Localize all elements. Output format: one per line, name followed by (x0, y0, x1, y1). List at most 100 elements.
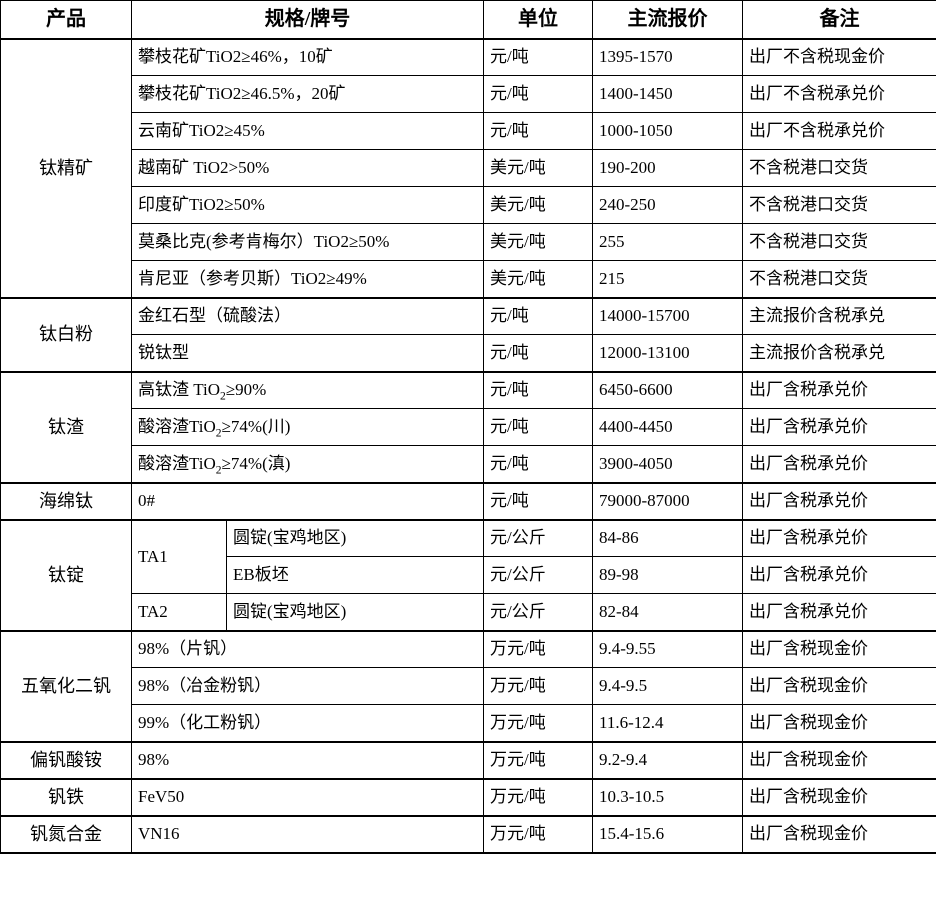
price-cell: 4400-4450 (592, 408, 743, 446)
table-header: 产品 规格/牌号 单位 主流报价 备注 (0, 0, 936, 40)
unit-cell: 万元/吨 (483, 740, 593, 779)
remark-cell: 出厂含税现金价 (742, 704, 936, 742)
price-cell: 1395-1570 (592, 37, 743, 76)
price-cell: 82-84 (592, 593, 743, 631)
spec-subscript: 2 (220, 389, 226, 403)
header-spec: 规格/牌号 (131, 0, 484, 40)
table-row: 攀枝花矿TiO2≥46.5%，20矿 元/吨 1400-1450 出厂不含税承兑价 (1, 75, 936, 113)
grade-cell: TA1 (131, 518, 227, 594)
spec-cell: 98% (131, 740, 484, 779)
table-row: 印度矿TiO2≥50% 美元/吨 240-250 不含税港口交货 (1, 186, 936, 224)
unit-cell: 元/吨 (483, 408, 593, 446)
unit-cell: 元/吨 (483, 481, 593, 520)
unit-cell: 美元/吨 (483, 186, 593, 224)
price-cell: 9.2-9.4 (592, 740, 743, 779)
remark-cell: 出厂含税现金价 (742, 814, 936, 854)
price-cell: 10.3-10.5 (592, 777, 743, 816)
header-row: 产品 规格/牌号 单位 主流报价 备注 (0, 0, 936, 40)
grade-cell: TA2 (131, 593, 227, 631)
spec-cell: 攀枝花矿TiO2≥46.5%，20矿 (131, 75, 484, 113)
remark-cell: 出厂含税承兑价 (742, 481, 936, 520)
spec-cell: 98%（冶金粉钒） (131, 667, 484, 705)
spec-cell: 金红石型（硫酸法） (131, 296, 484, 335)
unit-cell: 万元/吨 (483, 629, 593, 668)
unit-cell: 万元/吨 (483, 777, 593, 816)
unit-cell: 元/吨 (483, 75, 593, 113)
price-cell: 15.4-15.6 (592, 814, 743, 854)
price-cell: 6450-6600 (592, 370, 743, 409)
remark-cell: 出厂含税承兑价 (742, 593, 936, 631)
remark-cell: 出厂含税承兑价 (742, 445, 936, 483)
spec-cell: 99%（化工粉钒） (131, 704, 484, 742)
spec-cell: 攀枝花矿TiO2≥46%，10矿 (131, 37, 484, 76)
spec-cell: 越南矿 TiO2>50% (131, 149, 484, 187)
product-name-cell: 钛白粉 (0, 296, 132, 372)
unit-cell: 元/吨 (483, 296, 593, 335)
remark-cell: 出厂含税承兑价 (742, 556, 936, 594)
table-row: 钛锭 TA1 圆锭(宝鸡地区) 元/公斤 84-86 出厂含税承兑价 (0, 518, 936, 631)
remark-cell: 出厂含税承兑价 (742, 408, 936, 446)
spec-cell: 98%（片钒） (131, 629, 484, 668)
product-name-cell: 五氧化二钒 (0, 629, 132, 742)
table-row: 偏钒酸铵 98% 万元/吨 9.2-9.4 出厂含税现金价 (0, 740, 936, 779)
spec-cell: EB板坯 (226, 556, 484, 594)
spec-cell: 酸溶渣TiO2≥74%(滇) (131, 445, 484, 483)
unit-cell: 美元/吨 (483, 149, 593, 187)
unit-cell: 万元/吨 (483, 814, 593, 854)
spec-cell: 圆锭(宝鸡地区) (226, 593, 484, 631)
table-row: 锐钛型 元/吨 12000-13100 主流报价含税承兑 (1, 334, 936, 372)
remark-cell: 主流报价含税承兑 (742, 334, 936, 372)
remark-cell: 出厂不含税承兑价 (742, 75, 936, 113)
table-row: 五氧化二钒 98%（片钒） 万元/吨 9.4-9.55 出厂含税现金价 (0, 629, 936, 742)
remark-cell: 出厂不含税承兑价 (742, 112, 936, 150)
remark-cell: 不含税港口交货 (742, 223, 936, 261)
header-unit: 单位 (483, 0, 593, 40)
spec-cell: VN16 (131, 814, 484, 854)
remark-cell: 出厂不含税现金价 (742, 37, 936, 76)
remark-cell: 主流报价含税承兑 (742, 296, 936, 335)
price-cell: 11.6-12.4 (592, 704, 743, 742)
price-cell: 3900-4050 (592, 445, 743, 483)
unit-cell: 万元/吨 (483, 667, 593, 705)
table-row: 钛白粉 金红石型（硫酸法） 元/吨 14000-15700 主流报价含税承兑 (0, 296, 936, 372)
remark-cell: 不含税港口交货 (742, 260, 936, 298)
table-row: 肯尼亚（参考贝斯）TiO2≥49% 美元/吨 215 不含税港口交货 (1, 260, 936, 298)
unit-cell: 元/公斤 (483, 518, 593, 557)
product-name-cell: 钛锭 (0, 518, 132, 631)
spec-cell: 0# (131, 481, 484, 520)
spec-cell: 莫桑比克(参考肯梅尔）TiO2≥50% (131, 223, 484, 261)
remark-cell: 出厂含税承兑价 (742, 518, 936, 557)
price-cell: 9.4-9.55 (592, 629, 743, 668)
table-row: 钛渣 高钛渣 TiO2≥90% 元/吨 6450-6600 出厂含税承兑价 (0, 370, 936, 483)
table-row: 99%（化工粉钒） 万元/吨 11.6-12.4 出厂含税现金价 (1, 704, 936, 742)
price-cell: 215 (592, 260, 743, 298)
product-name-cell: 海绵钛 (0, 481, 132, 520)
spec-cell: 高钛渣 TiO2≥90% (131, 370, 484, 409)
product-name-cell: 钛渣 (0, 370, 132, 483)
product-name-cell: 钛精矿 (0, 37, 132, 298)
table-row: 酸溶渣TiO2≥74%(滇) 元/吨 3900-4050 出厂含税承兑价 (1, 445, 936, 483)
spec-cell: 酸溶渣TiO2≥74%(川) (131, 408, 484, 446)
unit-cell: 元/公斤 (483, 556, 593, 594)
spec-subscript: 2 (215, 463, 222, 477)
table-row: TA2 圆锭(宝鸡地区) 元/公斤 82-84 出厂含税承兑价 (1, 593, 936, 631)
price-cell: 12000-13100 (592, 334, 743, 372)
product-name-cell: 偏钒酸铵 (0, 740, 132, 779)
spec-cell: FeV50 (131, 777, 484, 816)
table-row: 海绵钛 0# 元/吨 79000-87000 出厂含税承兑价 (0, 481, 936, 520)
product-name-cell: 钒铁 (0, 777, 132, 816)
price-cell: 89-98 (592, 556, 743, 594)
unit-cell: 美元/吨 (483, 223, 593, 261)
remark-cell: 出厂含税现金价 (742, 629, 936, 668)
spec-cell: 肯尼亚（参考贝斯）TiO2≥49% (131, 260, 484, 298)
price-cell: 9.4-9.5 (592, 667, 743, 705)
header-price: 主流报价 (592, 0, 743, 40)
remark-cell: 出厂含税现金价 (742, 667, 936, 705)
product-name-cell: 钒氮合金 (0, 814, 132, 854)
price-cell: 84-86 (592, 518, 743, 557)
table-body: 钛精矿 攀枝花矿TiO2≥46%，10矿 元/吨 1395-1570 出厂不含税现金价攀… (0, 37, 936, 854)
price-cell: 255 (592, 223, 743, 261)
remark-cell: 出厂含税现金价 (742, 740, 936, 779)
spec-cell: 圆锭(宝鸡地区) (226, 518, 484, 557)
remark-cell: 出厂含税现金价 (742, 777, 936, 816)
